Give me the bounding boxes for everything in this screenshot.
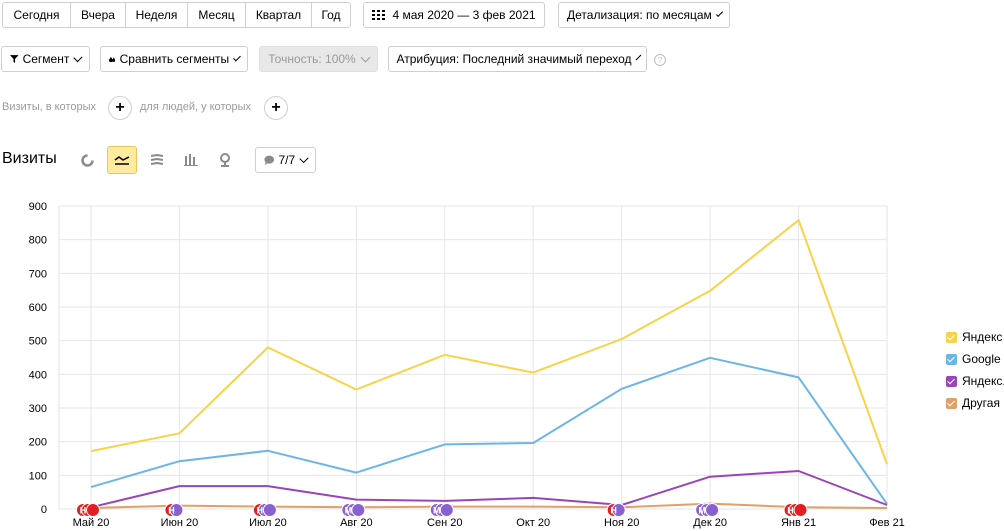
attribution-dropdown[interactable]: Атрибуция: Последний значимый переход bbox=[388, 46, 647, 72]
annotation-marker-label: Н bbox=[610, 506, 617, 516]
tab-today[interactable]: Сегодня bbox=[3, 3, 71, 27]
annotation-marker bbox=[169, 503, 184, 517]
legend-label: Google bbox=[962, 352, 1001, 366]
x-tick-label: Фев 21 bbox=[869, 517, 905, 529]
x-tick-label: Ноя 20 bbox=[604, 517, 639, 529]
checkbox-icon bbox=[946, 353, 957, 365]
legend-item-other[interactable]: Другая р bbox=[946, 396, 1004, 410]
legend-item-yandex[interactable]: Яндекс bbox=[946, 330, 1002, 344]
map-view-button[interactable] bbox=[211, 147, 239, 173]
legend-item-yandex-other[interactable]: Яндекс. bbox=[946, 374, 1004, 388]
series-line bbox=[90, 356, 888, 505]
annotation-marker-label: Н bbox=[257, 506, 264, 516]
attribution-label: Атрибуция: Последний значимый переход bbox=[396, 52, 632, 66]
y-tick-label: 700 bbox=[29, 268, 47, 280]
x-tick-label: Дек 20 bbox=[693, 517, 727, 529]
add-visit-condition-button[interactable]: + bbox=[108, 96, 132, 120]
map-pin-icon bbox=[220, 153, 230, 167]
speech-bubble-icon bbox=[264, 155, 275, 165]
pie-chart-icon bbox=[80, 153, 94, 167]
series-line bbox=[90, 470, 888, 509]
y-tick-label: 400 bbox=[29, 369, 47, 381]
area-chart-view-button[interactable] bbox=[143, 147, 171, 173]
tab-month[interactable]: Месяц bbox=[188, 3, 246, 27]
detail-dropdown[interactable]: Детализация: по месяцам bbox=[558, 2, 730, 28]
series-line bbox=[90, 502, 888, 509]
x-tick-label: Июн 20 bbox=[161, 517, 199, 529]
annotation-marker bbox=[262, 503, 277, 517]
series-line bbox=[90, 219, 888, 465]
legend-label: Яндекс bbox=[962, 330, 1003, 344]
series-selector[interactable]: 7/7 bbox=[255, 147, 316, 173]
annotation-marker-label: М bbox=[433, 506, 441, 516]
segment-button[interactable]: Сегмент bbox=[1, 46, 90, 72]
tab-week[interactable]: Неделя bbox=[126, 3, 188, 27]
legend-item-google[interactable]: Google bbox=[946, 352, 1001, 366]
annotation-marker-label: Н bbox=[168, 506, 175, 516]
visits-filter-label: Визиты, в которых bbox=[2, 101, 96, 113]
accuracy-label: Точность: 100% bbox=[268, 52, 356, 66]
legend-label: Яндекс. bbox=[962, 374, 1004, 388]
add-people-condition-button[interactable]: + bbox=[264, 96, 288, 120]
area-chart-icon bbox=[150, 154, 164, 165]
tab-yesterday[interactable]: Вчера bbox=[71, 3, 126, 27]
checkbox-icon bbox=[946, 375, 957, 387]
y-tick-label: 800 bbox=[29, 235, 47, 247]
segment-label: Сегмент bbox=[22, 52, 70, 66]
line-chart-view-button[interactable] bbox=[107, 146, 137, 174]
y-tick-label: 900 bbox=[29, 201, 47, 213]
compare-segments-label: Сравнить сегменты bbox=[119, 52, 230, 66]
detail-label: Детализация: по месяцам bbox=[567, 8, 712, 22]
x-tick-label: Май 20 bbox=[73, 517, 110, 529]
checkbox-icon bbox=[946, 331, 957, 343]
bar-chart-icon bbox=[184, 154, 198, 166]
checkbox-icon bbox=[946, 397, 957, 409]
help-icon[interactable]: ? bbox=[654, 54, 666, 66]
y-tick-label: 600 bbox=[29, 302, 47, 314]
annotation-marker-label: Н bbox=[80, 506, 87, 516]
legend-label: Другая р bbox=[962, 396, 1004, 410]
x-tick-label: Янв 21 bbox=[781, 517, 816, 529]
line-chart-icon bbox=[114, 156, 130, 165]
pie-chart-view-button[interactable] bbox=[73, 147, 101, 173]
tab-quarter[interactable]: Квартал bbox=[246, 3, 312, 27]
funnel-icon bbox=[10, 55, 19, 63]
annotation-marker bbox=[611, 503, 626, 517]
tab-year[interactable]: Год bbox=[321, 8, 341, 22]
x-tick-label: Окт 20 bbox=[516, 517, 550, 529]
date-range-label: 4 мая 2020 — 3 фев 2021 bbox=[392, 8, 536, 22]
annotation-marker-label: М bbox=[345, 506, 353, 516]
x-tick-label: Сен 20 bbox=[427, 517, 462, 529]
annotation-marker bbox=[86, 503, 100, 517]
bar-chart-view-button[interactable] bbox=[177, 147, 205, 173]
accuracy-dropdown: Точность: 100% bbox=[259, 46, 378, 72]
annotation-marker bbox=[439, 503, 454, 517]
plot-area bbox=[58, 205, 888, 510]
compare-segments-button[interactable]: Сравнить сегменты bbox=[100, 46, 248, 72]
annotation-marker bbox=[705, 503, 720, 517]
annotation-marker bbox=[793, 503, 808, 517]
date-range-button[interactable]: 4 мая 2020 — 3 фев 2021 bbox=[363, 2, 545, 28]
series-count: 7/7 bbox=[278, 153, 296, 167]
x-tick-label: Авг 20 bbox=[340, 517, 372, 529]
annotation-marker bbox=[351, 503, 366, 517]
x-tick-label: Июл 20 bbox=[249, 517, 287, 529]
y-tick-label: 300 bbox=[29, 403, 47, 415]
annotation-marker-label: Н bbox=[787, 506, 794, 516]
annotation-marker-label: М bbox=[698, 506, 706, 516]
y-tick-label: 100 bbox=[29, 470, 47, 482]
period-tabs: Сегодня Вчера Неделя Месяц Квартал Год bbox=[2, 2, 351, 28]
people-filter-label: для людей, у которых bbox=[140, 101, 251, 113]
y-tick-label: 500 bbox=[29, 336, 47, 348]
section-title: Визиты bbox=[2, 150, 57, 167]
y-tick-label: 200 bbox=[29, 437, 47, 449]
y-tick-label: 0 bbox=[41, 504, 47, 516]
calendar-icon bbox=[372, 10, 386, 20]
drops-icon bbox=[109, 56, 116, 62]
